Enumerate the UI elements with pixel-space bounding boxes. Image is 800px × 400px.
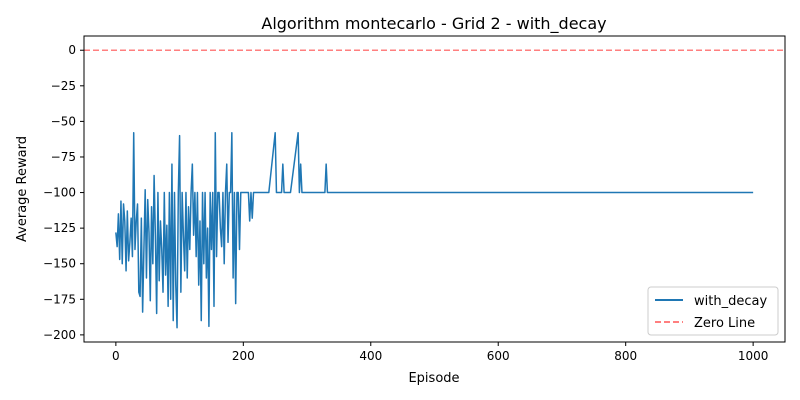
- y-tick-label: −25: [51, 79, 76, 93]
- y-axis: 0 −25 −50 −75 −100 −125 −150 −175 −200: [43, 43, 84, 342]
- y-tick-label: −50: [51, 114, 76, 128]
- x-tick-label: 0: [112, 349, 120, 363]
- plot-frame: [83, 35, 786, 343]
- y-tick-label: 0: [68, 43, 76, 57]
- legend-label-with-decay: with_decay: [694, 294, 767, 309]
- y-axis-label: Average Reward: [15, 136, 30, 242]
- legend-label-zero-line: Zero Line: [694, 316, 755, 331]
- x-tick-label: 400: [359, 349, 382, 363]
- y-tick-label: −150: [43, 257, 76, 271]
- plot-area: [83, 35, 786, 343]
- x-tick-label: 600: [487, 349, 510, 363]
- y-tick-label: −200: [43, 328, 76, 342]
- x-tick-label: 800: [614, 349, 637, 363]
- y-tick-label: −75: [51, 150, 76, 164]
- x-axis-label: Episode: [408, 371, 459, 386]
- y-tick-label: −125: [43, 221, 76, 235]
- x-axis: 0 200 400 600 800 1000: [112, 342, 768, 363]
- series-line-with-decay: [115, 132, 754, 329]
- legend: with_decay Zero Line: [647, 286, 779, 336]
- chart-title: Algorithm montecarlo - Grid 2 - with_dec…: [261, 14, 606, 34]
- x-tick-label: 1000: [738, 349, 769, 363]
- y-tick-label: −100: [43, 186, 76, 200]
- y-tick-label: −175: [43, 292, 76, 306]
- x-tick-label: 200: [232, 349, 255, 363]
- series-layer: [84, 49, 785, 329]
